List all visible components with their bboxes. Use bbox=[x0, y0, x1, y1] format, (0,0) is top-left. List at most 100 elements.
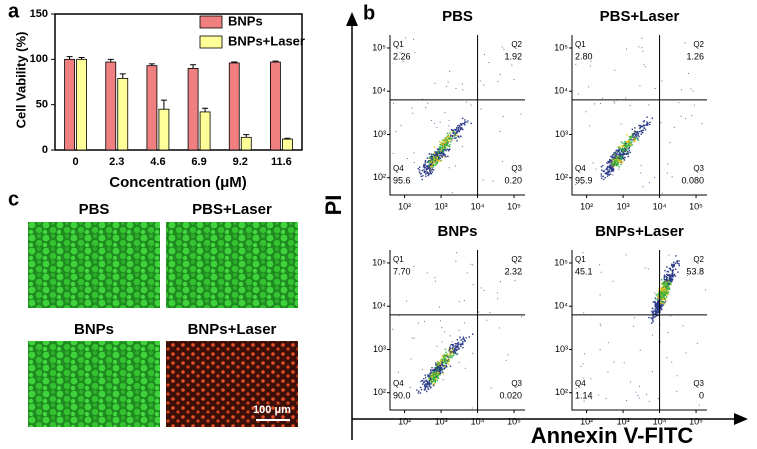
event-dot bbox=[665, 287, 667, 289]
event-dot bbox=[439, 121, 441, 123]
event-dot bbox=[631, 133, 633, 135]
event-dot bbox=[431, 161, 433, 163]
event-dot bbox=[651, 117, 654, 119]
event-dot bbox=[456, 345, 458, 348]
event-dot bbox=[667, 284, 670, 286]
event-dot bbox=[447, 358, 450, 360]
event-dot bbox=[450, 347, 452, 350]
event-dot bbox=[613, 165, 615, 168]
event-dot bbox=[428, 375, 431, 378]
event-dot bbox=[439, 368, 441, 371]
event-dot bbox=[430, 165, 432, 168]
event-dot bbox=[607, 170, 610, 173]
event-dot bbox=[619, 161, 621, 164]
event-dot bbox=[691, 177, 693, 179]
event-dot bbox=[644, 267, 646, 269]
event-dot bbox=[413, 162, 415, 164]
image-panel: PBS PBS+Laser BNPs BNPs+Laser 100 μm bbox=[28, 201, 298, 427]
event-dot bbox=[441, 359, 443, 362]
event-dot bbox=[640, 130, 643, 132]
x-tick-label: 0 bbox=[73, 156, 79, 168]
event-dot bbox=[502, 115, 504, 117]
event-dot bbox=[465, 121, 467, 123]
event-dot bbox=[445, 354, 447, 357]
event-dot bbox=[460, 128, 462, 130]
event-dot bbox=[446, 140, 448, 143]
event-dot bbox=[444, 354, 446, 356]
event-dot bbox=[627, 140, 629, 142]
event-dot bbox=[614, 102, 616, 104]
event-dot bbox=[659, 304, 662, 306]
event-dot bbox=[430, 383, 432, 385]
legend-label: BNPs bbox=[228, 13, 263, 28]
event-dot bbox=[656, 295, 659, 297]
event-dot bbox=[696, 342, 698, 344]
event-dot bbox=[442, 149, 445, 151]
event-dot bbox=[451, 135, 454, 138]
event-dot bbox=[429, 161, 432, 163]
event-dot bbox=[436, 371, 439, 373]
quadrant-value: 2.80 bbox=[575, 51, 593, 61]
quadrant-name: Q1 bbox=[575, 255, 586, 264]
event-dot bbox=[658, 299, 660, 302]
event-dot bbox=[667, 282, 669, 284]
quadrant-name: Q2 bbox=[693, 255, 704, 264]
event-dot bbox=[439, 160, 442, 162]
event-dot bbox=[431, 154, 433, 156]
event-dot bbox=[628, 144, 630, 146]
event-dot bbox=[446, 361, 448, 363]
event-dot bbox=[668, 279, 670, 282]
quadrant-value: 1.92 bbox=[504, 51, 522, 61]
event-dot bbox=[648, 123, 651, 126]
event-dot bbox=[405, 300, 407, 302]
event-dot bbox=[398, 371, 400, 373]
event-dot bbox=[599, 323, 601, 325]
event-dot bbox=[609, 160, 611, 162]
event-dot bbox=[644, 129, 647, 131]
event-dot bbox=[621, 147, 623, 149]
event-dot bbox=[441, 327, 443, 329]
event-dot bbox=[419, 386, 422, 389]
x-tick-label: 9.2 bbox=[233, 156, 248, 168]
event-dot bbox=[676, 390, 678, 392]
event-dot bbox=[450, 141, 452, 143]
event-dot bbox=[449, 354, 451, 356]
event-dot bbox=[443, 142, 445, 144]
event-dot bbox=[668, 283, 670, 285]
event-dot bbox=[437, 364, 440, 366]
event-dot bbox=[490, 387, 492, 389]
event-dot bbox=[429, 169, 431, 171]
event-dot bbox=[456, 130, 459, 133]
event-dot bbox=[436, 345, 438, 347]
event-dot bbox=[617, 157, 619, 159]
event-dot bbox=[655, 310, 658, 312]
event-dot bbox=[455, 349, 457, 351]
event-dot bbox=[444, 355, 446, 357]
event-dot bbox=[461, 127, 463, 129]
event-dot bbox=[623, 158, 625, 160]
event-dot bbox=[451, 356, 453, 359]
event-dot bbox=[461, 117, 464, 120]
event-dot bbox=[440, 141, 443, 144]
event-dot bbox=[436, 149, 439, 151]
event-dot bbox=[634, 317, 636, 319]
event-dot bbox=[663, 289, 665, 291]
quadrant-value: 2.32 bbox=[504, 266, 522, 276]
event-dot bbox=[420, 388, 423, 391]
event-dot bbox=[631, 135, 633, 137]
event-dot bbox=[441, 368, 443, 371]
event-dot bbox=[657, 311, 660, 314]
event-dot bbox=[442, 147, 444, 149]
event-dot bbox=[431, 161, 434, 163]
event-dot bbox=[454, 134, 456, 136]
event-dot bbox=[441, 369, 443, 372]
quadrant-name: Q3 bbox=[511, 164, 522, 173]
image-title: BNPs bbox=[74, 321, 114, 338]
event-dot bbox=[499, 74, 501, 76]
event-dot bbox=[443, 358, 446, 360]
event-dot bbox=[613, 100, 615, 102]
event-dot bbox=[637, 139, 639, 141]
event-dot bbox=[441, 151, 443, 154]
event-dot bbox=[671, 361, 673, 363]
